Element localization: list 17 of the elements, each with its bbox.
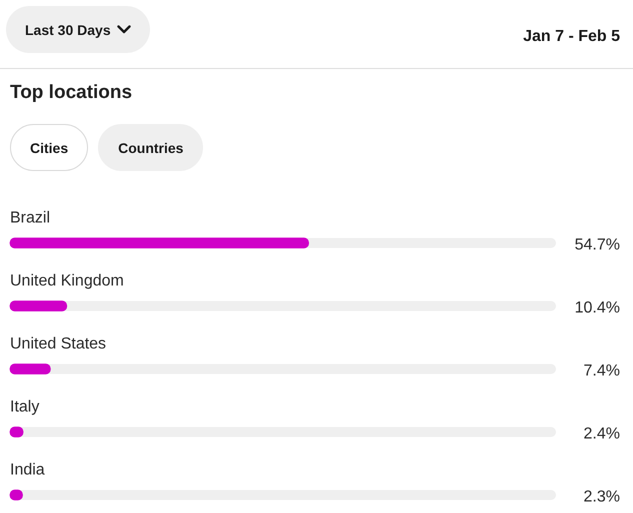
bar xyxy=(10,300,68,312)
y-tick-label: India xyxy=(10,461,45,478)
y-tick-label: United States xyxy=(10,335,106,352)
y-tick-label: United Kingdom xyxy=(10,272,124,290)
tab-button[interactable]: Countries xyxy=(98,124,204,171)
dropdown-button[interactable]: Last 30 Days xyxy=(6,6,150,53)
chart-subtitle: Jan 7 - Feb 5 xyxy=(523,27,620,47)
tab-button[interactable]: Cities xyxy=(10,124,88,171)
data-label: 54.7% xyxy=(574,236,620,254)
data-label: 2.4% xyxy=(584,425,620,442)
bar xyxy=(10,364,51,374)
data-label: 10.4% xyxy=(574,299,620,316)
chart-title: Top locations xyxy=(10,82,132,104)
data-label: 7.4% xyxy=(584,362,620,380)
y-tick-label: Brazil xyxy=(10,209,50,226)
y-tick-label: Italy xyxy=(10,398,40,416)
data-label: 2.3% xyxy=(584,488,620,506)
